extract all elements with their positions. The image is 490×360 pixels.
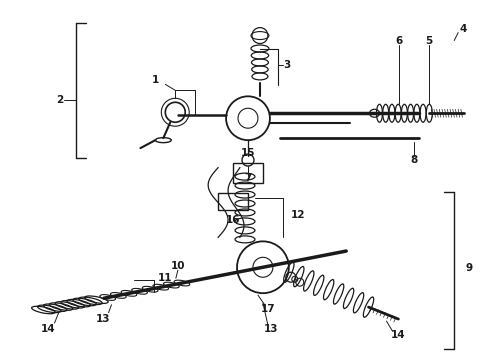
Text: 13: 13 [264,324,278,334]
Text: 4: 4 [460,24,467,33]
Text: 17: 17 [261,304,275,314]
Text: 14: 14 [41,324,56,334]
Text: 16: 16 [226,215,240,225]
Text: 5: 5 [426,36,433,46]
Text: 1: 1 [152,75,159,85]
Text: 12: 12 [291,211,305,220]
Text: 7: 7 [245,173,252,183]
Text: 15: 15 [241,148,255,158]
Text: 3: 3 [283,60,290,71]
Text: 10: 10 [171,261,185,271]
Text: 9: 9 [466,263,473,273]
Text: 13: 13 [97,314,111,324]
Bar [233,163,263,183]
Text: 2: 2 [56,95,63,105]
Text: 6: 6 [396,36,403,46]
Text: 11: 11 [158,273,172,283]
Text: 14: 14 [391,330,406,340]
Text: 8: 8 [411,155,418,165]
Bar [218,193,248,211]
